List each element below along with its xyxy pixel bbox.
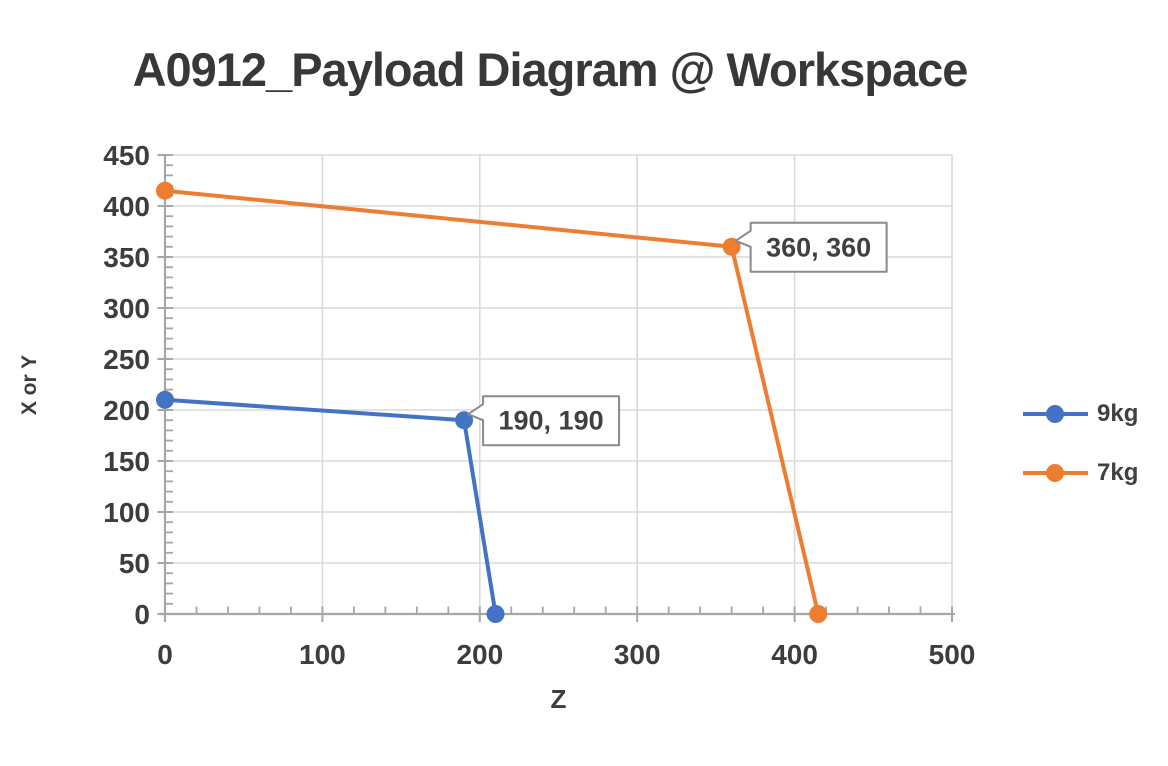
legend-label: 9kg <box>1097 400 1139 427</box>
series-line-9kg <box>163 397 498 616</box>
data-point-7kg <box>156 181 174 200</box>
y-axis-tick-label: 300 <box>103 293 150 324</box>
y-axis-tick-label: 350 <box>103 242 150 273</box>
x-axis-tick-label: 500 <box>929 639 976 670</box>
data-label-callout-9kg <box>467 395 621 447</box>
legend-line-marker-icon <box>1023 405 1088 423</box>
x-axis-tick-label: 200 <box>456 639 503 670</box>
x-axis-tick-label: 300 <box>614 639 661 670</box>
data-label-text-7kg: 360, 360 <box>766 232 871 262</box>
data-point-9kg <box>486 605 505 623</box>
legend: 9kg 7kg <box>1022 400 1138 487</box>
data-point-7kg <box>722 237 741 256</box>
chart-title: A0912_Payload Diagram @ Workspace <box>132 43 969 96</box>
y-axis-tick-label: 400 <box>103 191 150 222</box>
y-axis-tick-label: 150 <box>103 446 150 477</box>
data-point-7kg <box>809 605 828 623</box>
legend-line-marker-icon <box>1023 464 1088 482</box>
x-axis-tick-label: 400 <box>771 639 818 670</box>
y-axis-tick-label: 250 <box>103 344 150 375</box>
y-axis-tick-label: 0 <box>134 599 150 630</box>
data-label-callout-7kg <box>734 221 888 273</box>
data-point-9kg <box>455 411 474 430</box>
y-axis-tick-label: 450 <box>103 140 150 171</box>
legend-label: 7kg <box>1097 459 1139 486</box>
x-axis-tick-label: 100 <box>299 639 346 670</box>
y-axis-tick-label: 50 <box>119 548 150 579</box>
x-axis-title: Z <box>550 684 567 714</box>
legend-item-7kg: 7kg <box>1022 459 1138 487</box>
data-point-9kg <box>156 390 174 409</box>
y-axis-title: X or Y <box>18 354 41 416</box>
y-axis-tick-label: 200 <box>103 395 150 426</box>
x-axis-tick-label: 0 <box>157 639 173 670</box>
legend-item-9kg: 9kg <box>1022 400 1138 428</box>
data-label-text-9kg: 190, 190 <box>499 406 604 436</box>
y-axis-tick-label: 100 <box>103 497 150 528</box>
